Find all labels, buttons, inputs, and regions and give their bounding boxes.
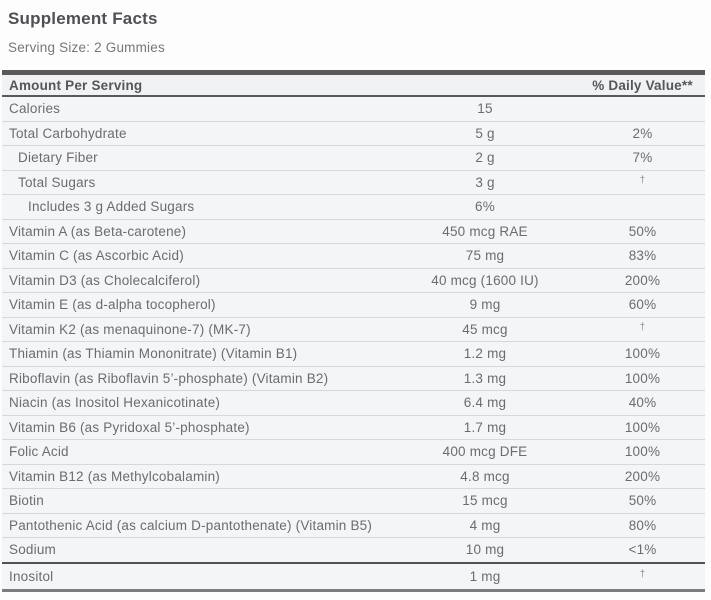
table-row: Includes 3 g Added Sugars 6%: [2, 195, 705, 220]
nutrient-amount: 10 mg: [465, 542, 505, 558]
nutrient-amount: 1 mg: [469, 568, 501, 584]
table-row: Dietary Fiber 2 g 7%: [2, 146, 705, 171]
table-row: Vitamin D3 (as Cholecalciferol) 40 mcg (1…: [2, 268, 705, 293]
nutrient-name: Vitamin C (as Ascorbic Acid): [9, 248, 184, 264]
nutrient-name: Vitamin D3 (as Cholecalciferol): [9, 272, 201, 288]
nutrient-daily-value: 50%: [628, 493, 657, 509]
nutrient-daily-value: 7%: [632, 150, 653, 166]
nutrient-daily-value: 200%: [624, 468, 661, 484]
amount-per-serving-header: Amount Per Serving: [9, 77, 143, 93]
nutrient-daily-value: 200%: [624, 272, 661, 288]
nutrient-name: Includes 3 g Added Sugars: [28, 199, 195, 215]
table-row: Folic Acid 400 mcg DFE 100%: [2, 440, 705, 465]
nutrient-name: Sodium: [9, 542, 56, 558]
nutrient-name: Dietary Fiber: [18, 150, 98, 166]
nutrient-name: Folic Acid: [9, 444, 69, 460]
nutrient-amount: 3 g: [475, 174, 495, 190]
nutrient-amount: 15: [477, 101, 493, 117]
nutrient-daily-value: 2%: [632, 125, 653, 141]
nutrient-name: Vitamin A (as Beta-carotene): [9, 223, 187, 239]
nutrient-name: Biotin: [9, 493, 44, 509]
daily-value-header: % Daily Value**: [592, 77, 693, 93]
nutrient-amount: 450 mcg RAE: [442, 223, 528, 239]
nutrient-daily-value: 83%: [628, 248, 657, 264]
nutrient-daily-value: †: [639, 174, 646, 186]
table-row: Pantothenic Acid (as calcium D-pantothen…: [2, 513, 705, 538]
nutrient-name: Niacin (as Inositol Hexanicotinate): [9, 395, 221, 411]
table-header-row: Amount Per Serving % Daily Value**: [2, 75, 705, 97]
nutrient-amount: 4 mg: [469, 517, 501, 533]
nutrient-amount: 9 mg: [469, 297, 501, 313]
nutrient-amount: 6.4 mg: [463, 395, 507, 411]
nutrient-name: Calories: [9, 101, 61, 117]
nutrient-name: Vitamin E (as d-alpha tocopherol): [9, 297, 216, 313]
table-row: Vitamin C (as Ascorbic Acid) 75 mg 83%: [2, 244, 705, 269]
table-row: Sodium 10 mg <1%: [2, 538, 705, 562]
table-row: Vitamin K2 (as menaquinone-7) (MK-7) 45 m…: [2, 317, 705, 342]
nutrient-amount: 75 mg: [465, 248, 505, 264]
table-row: Total Sugars 3 g †: [2, 170, 705, 195]
table-row: Thiamin (as Thiamin Mononitrate) (Vitami…: [2, 342, 705, 367]
nutrient-name: Pantothenic Acid (as calcium D-pantothen…: [9, 517, 373, 533]
nutrient-daily-value: 80%: [628, 517, 657, 533]
table-row: Total Carbohydrate 5 g 2%: [2, 121, 705, 146]
nutrient-name: Inositol: [9, 568, 54, 584]
nutrient-name: Total Sugars: [18, 174, 96, 190]
nutrient-amount: 45 mcg: [462, 321, 508, 337]
nutrient-name: Vitamin K2 (as menaquinone-7) (MK-7): [9, 321, 251, 337]
nutrient-amount: 15 mcg: [462, 493, 508, 509]
label-header-area: Supplement Facts Serving Size: 2 Gummies: [2, 0, 705, 70]
bottom-divider-bar: [2, 588, 705, 592]
nutrient-daily-value: <1%: [628, 542, 657, 558]
table-row: Inositol 1 mg †: [2, 563, 705, 589]
nutrient-amount: 1.7 mg: [463, 419, 507, 435]
table-row: Vitamin E (as d-alpha tocopherol) 9 mg 60%: [2, 293, 705, 318]
table-row: Calories 15: [2, 97, 705, 122]
page-title: Supplement Facts: [8, 9, 158, 28]
nutrient-amount: 6%: [475, 199, 495, 215]
nutrient-amount: 400 mcg DFE: [442, 444, 528, 460]
nutrient-name: Total Carbohydrate: [9, 125, 127, 141]
nutrient-daily-value: †: [639, 568, 646, 580]
table-row: Biotin 15 mcg 50%: [2, 489, 705, 514]
serving-size-text: Serving Size: 2 Gummies: [8, 40, 165, 55]
nutrient-amount: 1.2 mg: [463, 346, 507, 362]
nutrient-amount: 4.8 mcg: [460, 468, 510, 484]
nutrient-daily-value: 100%: [624, 419, 661, 435]
nutrient-name: Thiamin (as Thiamin Mononitrate) (Vitami…: [9, 346, 298, 362]
nutrient-name: Vitamin B6 (as Pyridoxal 5’-phosphate): [9, 419, 250, 435]
section-divider-bar: [2, 561, 705, 564]
nutrient-daily-value: 40%: [628, 395, 657, 411]
nutrient-daily-value: 100%: [624, 370, 661, 386]
top-divider-bar: [2, 70, 705, 75]
nutrient-daily-value: 50%: [628, 223, 657, 239]
nutrient-name: Riboflavin (as Riboflavin 5’-phosphate) …: [9, 370, 329, 386]
nutrient-daily-value: †: [639, 321, 646, 333]
nutrient-daily-value: 100%: [624, 346, 661, 362]
nutrient-name: Vitamin B12 (as Methylcobalamin): [9, 468, 220, 484]
nutrient-amount: 1.3 mg: [463, 370, 507, 386]
nutrient-amount: 2 g: [475, 150, 495, 166]
table-row: Riboflavin (as Riboflavin 5’-phosphate) …: [2, 366, 705, 391]
nutrient-amount: 5 g: [475, 125, 495, 141]
table-row: Vitamin A (as Beta-carotene) 450 mcg RAE 5…: [2, 219, 705, 244]
table-row: Vitamin B6 (as Pyridoxal 5’-phosphate) 1.…: [2, 415, 705, 440]
table-row: Vitamin B12 (as Methylcobalamin) 4.8 mcg 2…: [2, 464, 705, 489]
nutrient-rows-container: Calories 15 Total Carbohydrate 5 g 2% Dietary…: [2, 97, 705, 562]
supplement-facts-panel: Supplement Facts Serving Size: 2 Gummies…: [2, 0, 705, 592]
nutrient-amount: 40 mcg (1600 IU): [431, 272, 539, 288]
table-row: Niacin (as Inositol Hexanicotinate) 6.4 m…: [2, 391, 705, 416]
nutrient-daily-value: 60%: [628, 297, 657, 313]
nutrient-daily-value: 100%: [624, 444, 661, 460]
other-ingredient-rows-container: Inositol 1 mg †: [2, 563, 705, 589]
